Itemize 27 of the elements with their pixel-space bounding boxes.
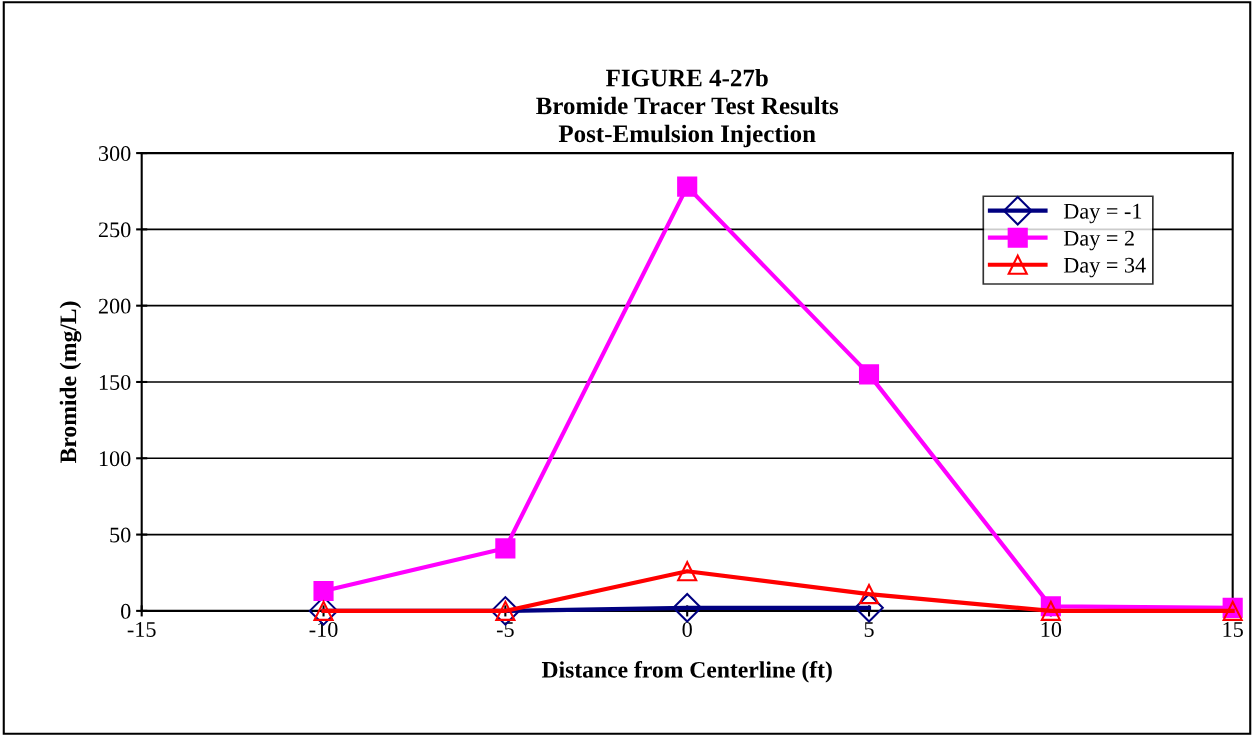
x-tick-label: -10 bbox=[309, 621, 338, 637]
point bbox=[858, 584, 880, 605]
y-tick-label: 200 bbox=[98, 298, 131, 314]
y-tick-label: 300 bbox=[99, 146, 131, 162]
y-tick-label: 150 bbox=[99, 374, 131, 390]
legend-label: Day = -1 bbox=[1063, 203, 1142, 224]
x-tick-label: 5 bbox=[864, 622, 874, 637]
y-axis-title: Bromide (mg/L) bbox=[59, 301, 82, 464]
x-axis-title: Distance from Centerline (ft) bbox=[541, 660, 832, 683]
x-tick-label: 10 bbox=[1041, 621, 1062, 637]
legend-label: Day = 34 bbox=[1063, 257, 1146, 278]
x-tick-label: 15 bbox=[1223, 622, 1243, 637]
chart-title: FIGURE 4-27b Bromide Tracer Test Results Post-Emulsion Injection bbox=[536, 68, 839, 148]
point bbox=[677, 176, 698, 197]
y-tick-label: 50 bbox=[110, 527, 131, 543]
point bbox=[313, 580, 334, 602]
legend-label: Day = 2 bbox=[1063, 230, 1134, 251]
point bbox=[854, 593, 884, 623]
y-tick-label: 0 bbox=[121, 603, 131, 619]
point bbox=[677, 561, 698, 582]
x-tick-label: 0 bbox=[682, 621, 692, 637]
point bbox=[495, 538, 516, 559]
y-tick-label: 100 bbox=[99, 451, 131, 467]
point bbox=[672, 593, 702, 623]
x-tick-label: -15 bbox=[127, 622, 156, 637]
y-tick-label: 250 bbox=[98, 222, 131, 238]
point bbox=[858, 364, 880, 385]
